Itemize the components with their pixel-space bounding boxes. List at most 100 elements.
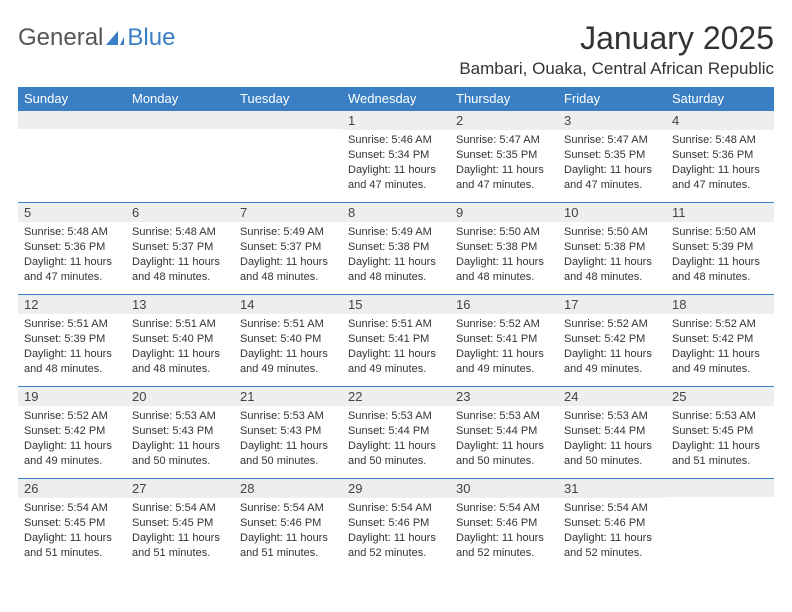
day-number: 29: [342, 479, 450, 498]
sunrise-text: Sunrise: 5:54 AM: [132, 501, 228, 516]
day-content: Sunrise: 5:53 AMSunset: 5:44 PMDaylight:…: [342, 406, 450, 472]
sunset-text: Sunset: 5:37 PM: [132, 240, 228, 255]
sunset-text: Sunset: 5:35 PM: [456, 148, 552, 163]
daylight-text: Daylight: 11 hours and 51 minutes.: [240, 531, 336, 561]
day-number: 20: [126, 387, 234, 406]
day-number: 3: [558, 111, 666, 130]
daylight-text: Daylight: 11 hours and 49 minutes.: [672, 347, 768, 377]
day-number: [126, 111, 234, 129]
daylight-text: Daylight: 11 hours and 47 minutes.: [672, 163, 768, 193]
day-content: Sunrise: 5:54 AMSunset: 5:45 PMDaylight:…: [18, 498, 126, 564]
logo-text-general: General: [18, 24, 103, 52]
sunset-text: Sunset: 5:40 PM: [132, 332, 228, 347]
daylight-text: Daylight: 11 hours and 50 minutes.: [564, 439, 660, 469]
day-content: Sunrise: 5:53 AMSunset: 5:44 PMDaylight:…: [450, 406, 558, 472]
sunset-text: Sunset: 5:44 PM: [348, 424, 444, 439]
calendar-day-cell: 25Sunrise: 5:53 AMSunset: 5:45 PMDayligh…: [666, 387, 774, 479]
weekday-header: Monday: [126, 87, 234, 111]
calendar-day-cell: 3Sunrise: 5:47 AMSunset: 5:35 PMDaylight…: [558, 111, 666, 203]
day-number: 5: [18, 203, 126, 222]
day-number: 1: [342, 111, 450, 130]
daylight-text: Daylight: 11 hours and 52 minutes.: [348, 531, 444, 561]
sunrise-text: Sunrise: 5:52 AM: [672, 317, 768, 332]
day-number: 14: [234, 295, 342, 314]
day-number: 10: [558, 203, 666, 222]
sunset-text: Sunset: 5:38 PM: [456, 240, 552, 255]
day-content: Sunrise: 5:54 AMSunset: 5:46 PMDaylight:…: [558, 498, 666, 564]
sunrise-text: Sunrise: 5:50 AM: [564, 225, 660, 240]
day-content: Sunrise: 5:51 AMSunset: 5:41 PMDaylight:…: [342, 314, 450, 380]
logo-text-blue: Blue: [127, 24, 175, 52]
day-content: Sunrise: 5:54 AMSunset: 5:46 PMDaylight:…: [450, 498, 558, 564]
sunrise-text: Sunrise: 5:54 AM: [24, 501, 120, 516]
calendar-day-cell: 19Sunrise: 5:52 AMSunset: 5:42 PMDayligh…: [18, 387, 126, 479]
day-content: Sunrise: 5:50 AMSunset: 5:38 PMDaylight:…: [450, 222, 558, 288]
sunrise-text: Sunrise: 5:53 AM: [456, 409, 552, 424]
calendar-day-cell: 29Sunrise: 5:54 AMSunset: 5:46 PMDayligh…: [342, 479, 450, 571]
daylight-text: Daylight: 11 hours and 48 minutes.: [240, 255, 336, 285]
calendar-day-cell: [18, 111, 126, 203]
day-content: Sunrise: 5:53 AMSunset: 5:43 PMDaylight:…: [126, 406, 234, 472]
sunset-text: Sunset: 5:40 PM: [240, 332, 336, 347]
day-content: Sunrise: 5:52 AMSunset: 5:42 PMDaylight:…: [558, 314, 666, 380]
daylight-text: Daylight: 11 hours and 52 minutes.: [564, 531, 660, 561]
day-content: Sunrise: 5:54 AMSunset: 5:46 PMDaylight:…: [234, 498, 342, 564]
day-number: 26: [18, 479, 126, 498]
calendar-day-cell: 15Sunrise: 5:51 AMSunset: 5:41 PMDayligh…: [342, 295, 450, 387]
calendar-day-cell: 16Sunrise: 5:52 AMSunset: 5:41 PMDayligh…: [450, 295, 558, 387]
daylight-text: Daylight: 11 hours and 49 minutes.: [348, 347, 444, 377]
day-number: 2: [450, 111, 558, 130]
month-title: January 2025: [459, 20, 774, 57]
day-number: 18: [666, 295, 774, 314]
calendar-week-row: 1Sunrise: 5:46 AMSunset: 5:34 PMDaylight…: [18, 111, 774, 203]
calendar-day-cell: 5Sunrise: 5:48 AMSunset: 5:36 PMDaylight…: [18, 203, 126, 295]
day-content: Sunrise: 5:51 AMSunset: 5:40 PMDaylight:…: [234, 314, 342, 380]
daylight-text: Daylight: 11 hours and 50 minutes.: [456, 439, 552, 469]
calendar-day-cell: [234, 111, 342, 203]
day-content: Sunrise: 5:48 AMSunset: 5:36 PMDaylight:…: [18, 222, 126, 288]
sunrise-text: Sunrise: 5:48 AM: [24, 225, 120, 240]
sunrise-text: Sunrise: 5:53 AM: [240, 409, 336, 424]
day-content: Sunrise: 5:54 AMSunset: 5:46 PMDaylight:…: [342, 498, 450, 564]
sunset-text: Sunset: 5:39 PM: [672, 240, 768, 255]
calendar-day-cell: 26Sunrise: 5:54 AMSunset: 5:45 PMDayligh…: [18, 479, 126, 571]
calendar-day-cell: [126, 111, 234, 203]
sunrise-text: Sunrise: 5:54 AM: [348, 501, 444, 516]
day-content: Sunrise: 5:48 AMSunset: 5:36 PMDaylight:…: [666, 130, 774, 196]
sunrise-text: Sunrise: 5:53 AM: [348, 409, 444, 424]
day-number: 13: [126, 295, 234, 314]
sunset-text: Sunset: 5:46 PM: [456, 516, 552, 531]
daylight-text: Daylight: 11 hours and 47 minutes.: [348, 163, 444, 193]
sunset-text: Sunset: 5:46 PM: [564, 516, 660, 531]
sunset-text: Sunset: 5:37 PM: [240, 240, 336, 255]
calendar-day-cell: 30Sunrise: 5:54 AMSunset: 5:46 PMDayligh…: [450, 479, 558, 571]
calendar-day-cell: 9Sunrise: 5:50 AMSunset: 5:38 PMDaylight…: [450, 203, 558, 295]
sunrise-text: Sunrise: 5:47 AM: [456, 133, 552, 148]
daylight-text: Daylight: 11 hours and 47 minutes.: [24, 255, 120, 285]
weekday-header: Thursday: [450, 87, 558, 111]
day-number: 16: [450, 295, 558, 314]
calendar-day-cell: 24Sunrise: 5:53 AMSunset: 5:44 PMDayligh…: [558, 387, 666, 479]
calendar-day-cell: 4Sunrise: 5:48 AMSunset: 5:36 PMDaylight…: [666, 111, 774, 203]
weekday-header: Friday: [558, 87, 666, 111]
day-content: Sunrise: 5:52 AMSunset: 5:42 PMDaylight:…: [666, 314, 774, 380]
day-number: [234, 111, 342, 129]
sunrise-text: Sunrise: 5:54 AM: [456, 501, 552, 516]
day-number: 19: [18, 387, 126, 406]
day-content: Sunrise: 5:47 AMSunset: 5:35 PMDaylight:…: [558, 130, 666, 196]
weekday-header: Tuesday: [234, 87, 342, 111]
day-content: Sunrise: 5:50 AMSunset: 5:39 PMDaylight:…: [666, 222, 774, 288]
day-number: 9: [450, 203, 558, 222]
sunrise-text: Sunrise: 5:51 AM: [348, 317, 444, 332]
title-block: January 2025 Bambari, Ouaka, Central Afr…: [459, 20, 774, 79]
calendar-day-cell: 28Sunrise: 5:54 AMSunset: 5:46 PMDayligh…: [234, 479, 342, 571]
day-number: 15: [342, 295, 450, 314]
day-number: 28: [234, 479, 342, 498]
sunset-text: Sunset: 5:35 PM: [564, 148, 660, 163]
sunset-text: Sunset: 5:42 PM: [672, 332, 768, 347]
sunrise-text: Sunrise: 5:50 AM: [456, 225, 552, 240]
calendar-week-row: 12Sunrise: 5:51 AMSunset: 5:39 PMDayligh…: [18, 295, 774, 387]
sunrise-text: Sunrise: 5:48 AM: [132, 225, 228, 240]
sunrise-text: Sunrise: 5:52 AM: [24, 409, 120, 424]
sunset-text: Sunset: 5:42 PM: [24, 424, 120, 439]
